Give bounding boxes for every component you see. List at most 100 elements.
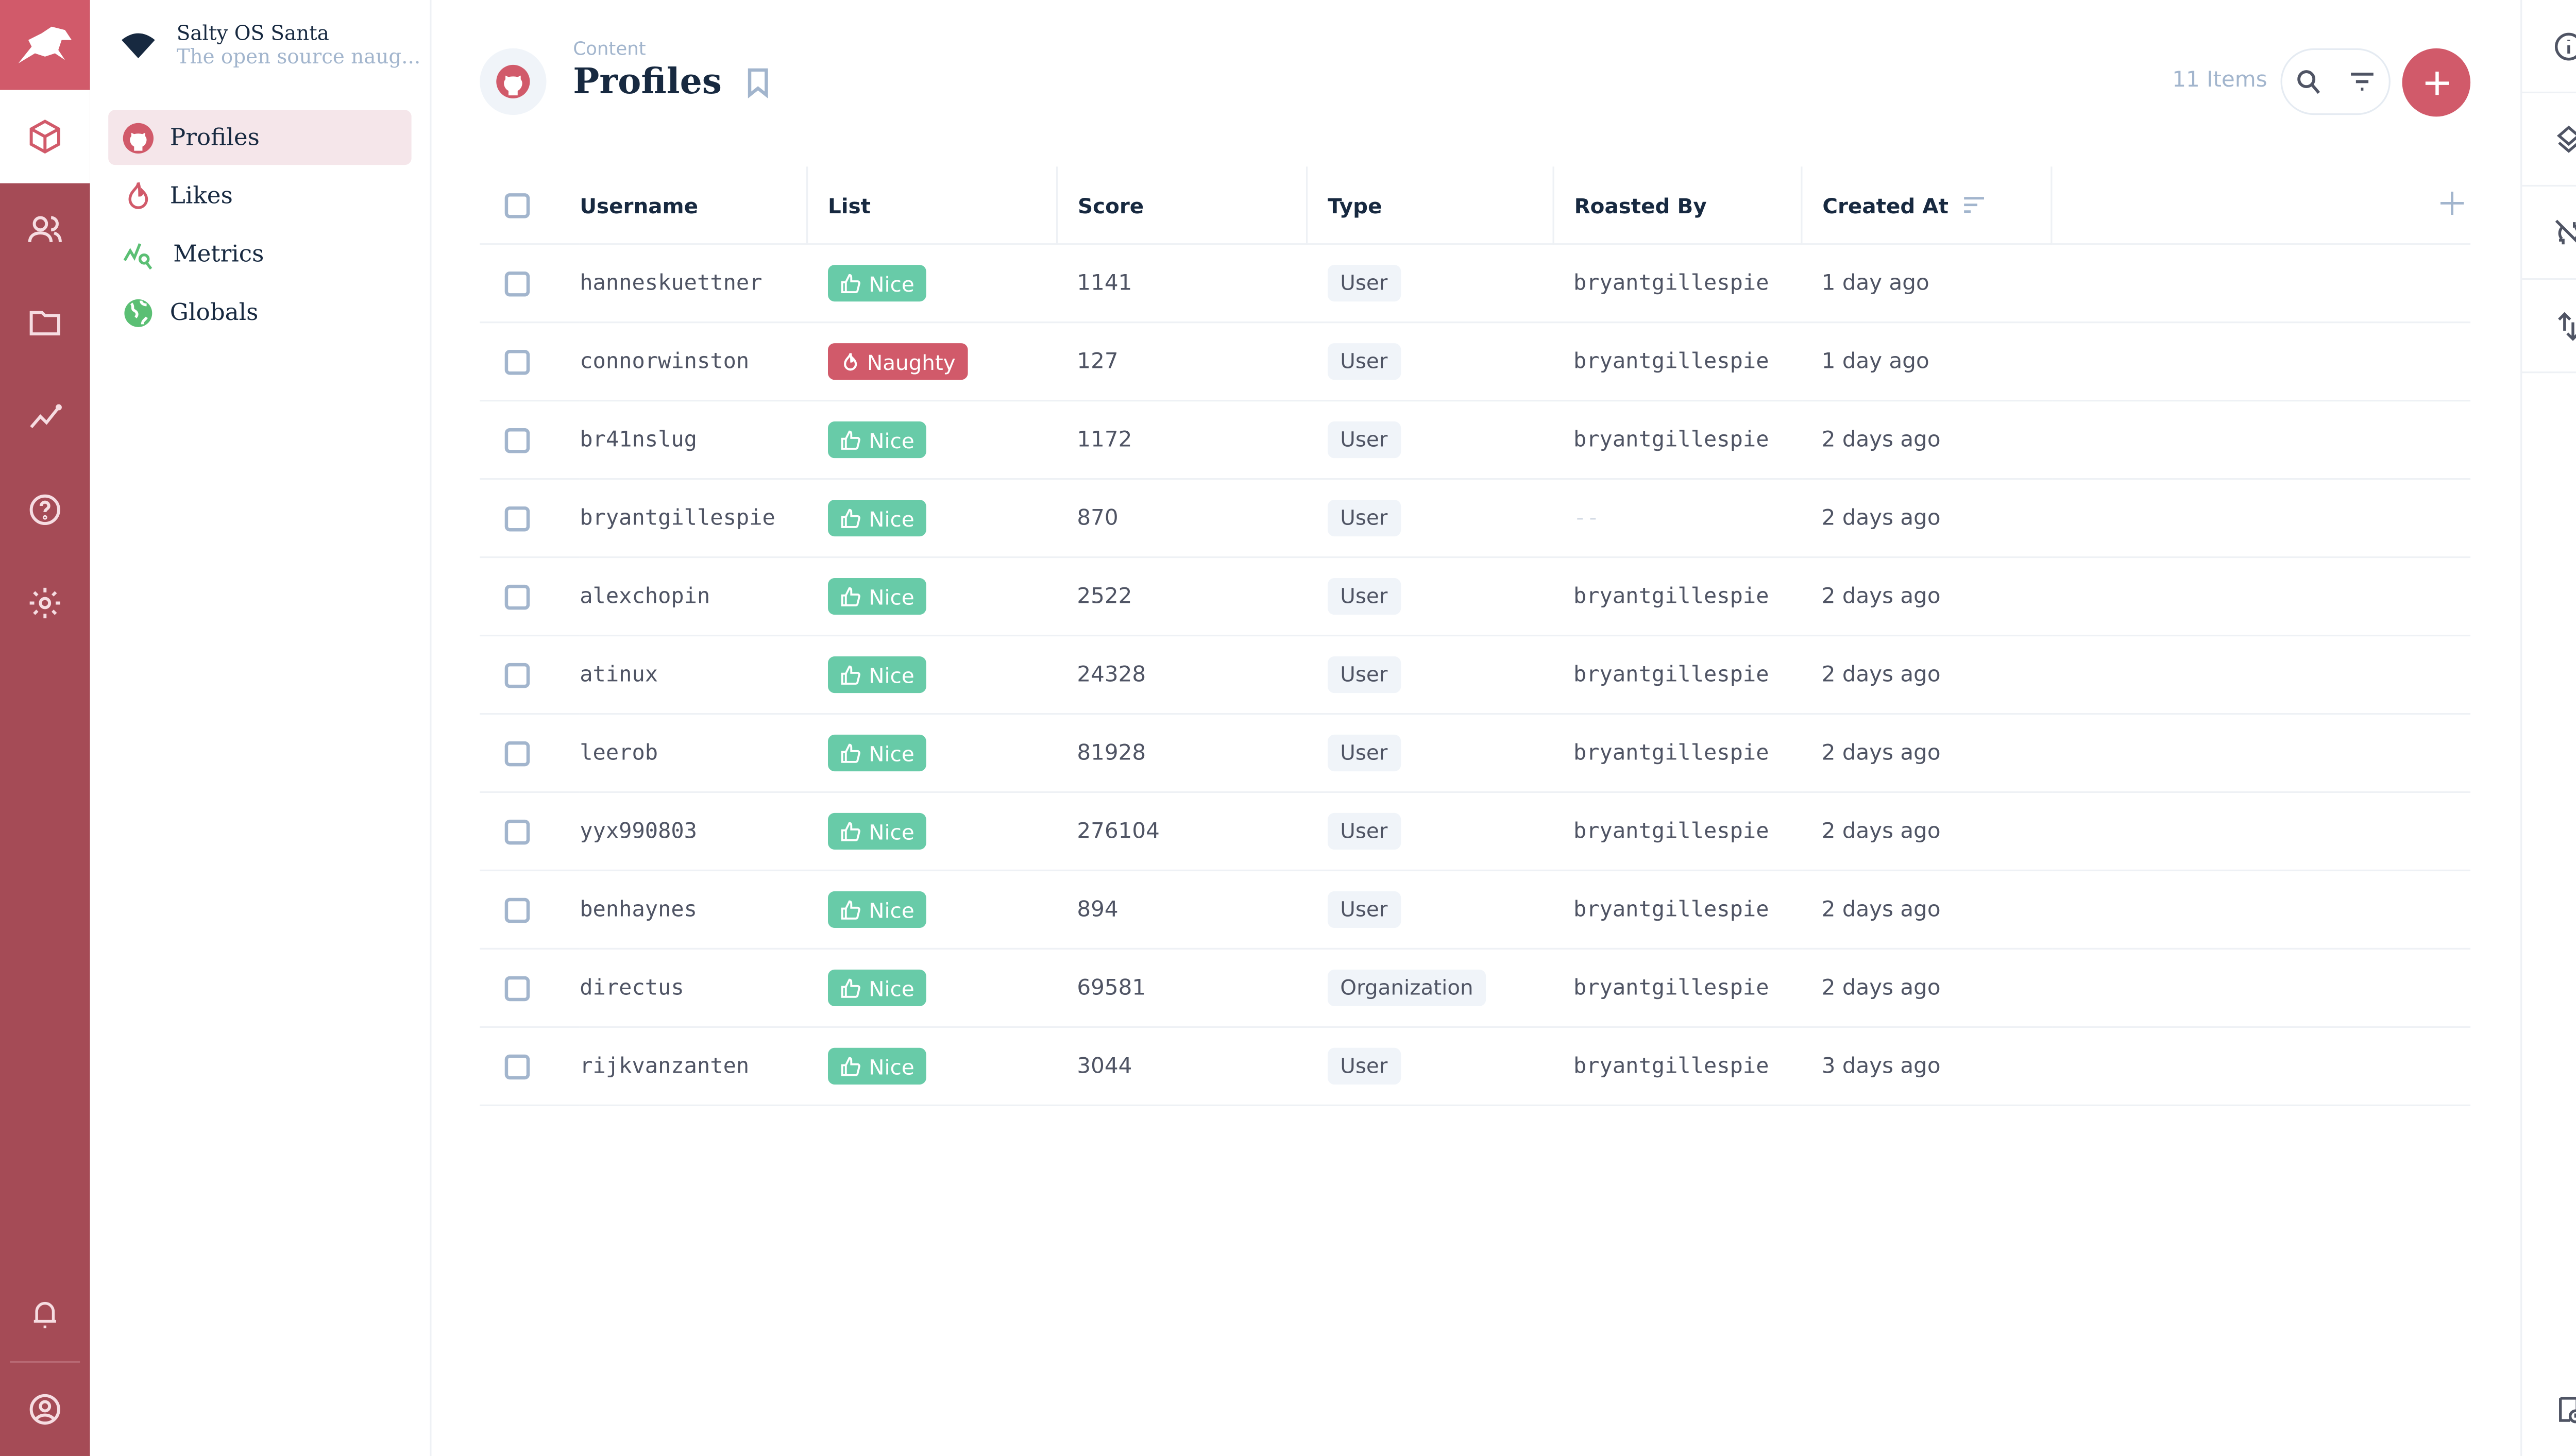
add-field-icon[interactable]	[2440, 191, 2464, 214]
table-row[interactable]: yyx990803 Nice 276104 User bryantgillespie 2 …	[480, 792, 2471, 872]
table-row[interactable]: br41nslug Nice 1172 User bryantgillespie 2 da…	[480, 400, 2471, 480]
table-row[interactable]: alexchopin Nice 2522 User bryantgillespie 2 d…	[480, 557, 2471, 637]
list-badge: Nice	[827, 421, 926, 459]
rail-user-menu[interactable]	[0, 1363, 90, 1456]
row-checkbox[interactable]	[504, 975, 530, 1001]
right-sidebar	[2520, 0, 2576, 1456]
nav-item-metrics[interactable]: Metrics	[108, 227, 411, 282]
score-cell: 276104	[1057, 792, 1307, 872]
rail-help[interactable]	[0, 463, 90, 556]
type-cell: User	[1307, 400, 1554, 480]
project-info[interactable]: Salty OS Santa The open source naug...	[90, 0, 430, 90]
row-select-cell	[480, 244, 580, 324]
navigation-panel: Salty OS Santa The open source naug... P…	[90, 0, 432, 1456]
column-header-created-at[interactable]: Created At	[1801, 166, 2053, 245]
info-icon	[2554, 31, 2576, 60]
column-header-type[interactable]: Type	[1307, 166, 1554, 245]
type-chip: User	[1327, 343, 1401, 380]
table-row[interactable]: bryantgillespie Nice 870 User -- 2 days ago	[480, 479, 2471, 558]
list-cell: Nice	[807, 792, 1057, 872]
rail-files[interactable]	[0, 277, 90, 370]
column-header-username[interactable]: Username	[580, 166, 808, 245]
table-row[interactable]: atinux Nice 24328 User bryantgillespie 2 days…	[480, 635, 2471, 715]
nav-item-globals[interactable]: Globals	[108, 285, 411, 340]
row-select-cell	[480, 322, 580, 402]
list-badge-label: Nice	[869, 505, 914, 531]
spacer-cell	[2051, 949, 2471, 1028]
row-checkbox[interactable]	[504, 270, 530, 296]
list-badge-label: Nice	[869, 1054, 914, 1079]
username-cell: benhaynes	[580, 870, 807, 950]
select-all-cell	[480, 166, 580, 245]
project-logo-icon	[122, 33, 155, 59]
collection-icon-button[interactable]	[480, 48, 547, 115]
fire-icon	[843, 352, 856, 370]
table-row[interactable]: rijkvanzanten Nice 3044 User bryantgillespie…	[480, 1027, 2471, 1106]
column-header-score[interactable]: Score	[1057, 166, 1308, 245]
username-cell: leerob	[580, 714, 807, 793]
row-checkbox[interactable]	[504, 897, 530, 922]
rail-content[interactable]	[0, 90, 90, 183]
username-cell: bryantgillespie	[580, 479, 807, 558]
list-badge-label: Nice	[869, 427, 914, 452]
table-row[interactable]: leerob Nice 81928 User bryantgillespie 2 days…	[480, 714, 2471, 793]
search-filter-pill[interactable]	[2280, 48, 2391, 115]
sidebar-info[interactable]	[2522, 0, 2576, 94]
row-checkbox[interactable]	[504, 740, 530, 766]
rail-notifications[interactable]	[0, 1268, 90, 1361]
rail-settings[interactable]	[0, 556, 90, 650]
type-cell: User	[1307, 479, 1554, 558]
list-badge-label: Nice	[869, 975, 914, 1001]
search-icon[interactable]	[2294, 66, 2324, 96]
column-header-roasted-by[interactable]: Roasted By	[1553, 166, 1803, 245]
table-row[interactable]: connorwinston Naughty 127 User bryantgillesp…	[480, 322, 2471, 402]
row-checkbox[interactable]	[504, 662, 530, 687]
list-badge-label: Nice	[869, 740, 914, 766]
logo[interactable]	[0, 0, 90, 90]
analytics-icon	[123, 242, 152, 269]
row-select-cell	[480, 479, 580, 558]
table-row[interactable]: hanneskuettner Nice 1141 User bryantgillespi…	[480, 244, 2471, 324]
item-count: 11 Items	[2172, 68, 2267, 94]
nav-item-profiles[interactable]: Profiles	[108, 110, 412, 165]
table-row[interactable]: benhaynes Nice 894 User bryantgillespie 2 day…	[480, 870, 2471, 950]
create-item-button[interactable]	[2402, 48, 2471, 117]
sidebar-layout[interactable]	[2522, 93, 2576, 187]
type-chip: User	[1327, 265, 1401, 302]
row-checkbox[interactable]	[504, 349, 530, 374]
list-badge: Nice	[827, 1047, 926, 1085]
thumbs-up-icon	[840, 665, 860, 684]
row-checkbox[interactable]	[504, 1054, 530, 1079]
bookmark-icon[interactable]	[747, 68, 770, 98]
sidebar-sync[interactable]	[2522, 187, 2576, 280]
github-icon	[123, 122, 154, 153]
sort-icon[interactable]	[1962, 196, 1986, 212]
rail-insights[interactable]	[0, 370, 90, 463]
select-all-checkbox[interactable]	[504, 193, 530, 218]
spacer-cell	[2051, 557, 2471, 637]
rail-users[interactable]	[0, 183, 90, 277]
nav-item-likes[interactable]: Likes	[108, 168, 411, 224]
list-cell: Nice	[807, 479, 1057, 558]
type-chip: User	[1327, 500, 1401, 537]
filter-icon[interactable]	[2347, 66, 2377, 96]
username-cell: br41nslug	[580, 400, 807, 480]
spacer-cell	[2051, 400, 2471, 480]
table-row[interactable]: directus Nice 69581 Organization bryantgille…	[480, 949, 2471, 1028]
username-cell: directus	[580, 949, 807, 1028]
row-checkbox[interactable]	[504, 505, 530, 531]
row-checkbox[interactable]	[504, 819, 530, 844]
roasted-by-cell: --	[1553, 479, 1802, 558]
thumbs-up-icon	[840, 586, 860, 606]
column-header-list[interactable]: List	[807, 166, 1058, 245]
breadcrumb[interactable]: Content	[573, 38, 646, 60]
sidebar-import-export[interactable]	[2522, 280, 2576, 374]
username-cell: alexchopin	[580, 557, 807, 637]
created-at-cell: 2 days ago	[1801, 479, 2052, 558]
row-checkbox[interactable]	[504, 584, 530, 609]
row-checkbox[interactable]	[504, 427, 530, 452]
created-at-cell: 3 days ago	[1801, 1027, 2052, 1106]
roasted-by-cell: bryantgillespie	[1553, 714, 1802, 793]
sidebar-flows[interactable]	[2522, 1393, 2576, 1433]
